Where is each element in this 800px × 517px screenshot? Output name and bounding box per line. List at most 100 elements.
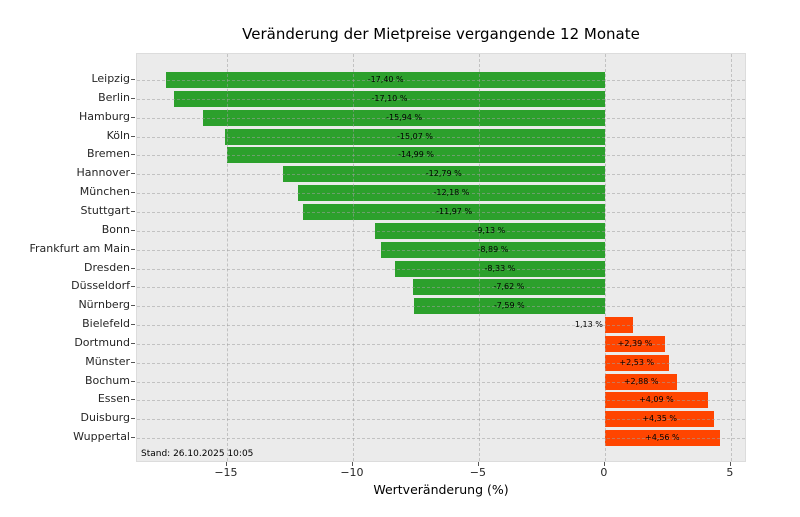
x-gridline bbox=[604, 54, 606, 461]
y-tick-label: Berlin bbox=[98, 90, 130, 104]
chart-title: Veränderung der Mietpreise vergangende 1… bbox=[242, 25, 640, 43]
y-gridline bbox=[137, 287, 745, 289]
x-tick-mark bbox=[729, 462, 731, 466]
y-tick-mark bbox=[131, 154, 135, 156]
bar-value-label: -8,33 % bbox=[484, 263, 516, 273]
y-tick-label: Dortmund bbox=[74, 335, 130, 349]
y-tick-label: Hannover bbox=[76, 166, 131, 180]
x-gridline bbox=[730, 54, 732, 461]
x-gridline bbox=[478, 54, 480, 461]
y-tick-mark bbox=[131, 229, 135, 231]
bar-value-label: -9,13 % bbox=[474, 225, 506, 235]
bar-value-label: -14,99 % bbox=[398, 150, 434, 160]
x-tick-mark bbox=[477, 462, 479, 466]
y-tick-label: Münster bbox=[85, 354, 130, 368]
bar-value-label: +4,09 % bbox=[639, 395, 674, 405]
y-gridline bbox=[137, 325, 745, 327]
bar-value-label: +2,53 % bbox=[619, 357, 655, 367]
y-tick-mark bbox=[131, 361, 135, 363]
y-tick-label: Bonn bbox=[101, 222, 130, 236]
y-gridline bbox=[137, 98, 745, 100]
y-tick-label: Leipzig bbox=[91, 72, 130, 85]
bar-value-label: -8,89 % bbox=[477, 244, 509, 254]
y-tick-mark bbox=[131, 97, 135, 99]
y-tick-mark bbox=[131, 248, 135, 250]
y-tick-mark bbox=[131, 286, 135, 288]
y-gridline bbox=[137, 211, 745, 213]
bar-value-label: +4,35 % bbox=[642, 414, 678, 424]
y-gridline bbox=[137, 268, 745, 270]
x-gridline bbox=[352, 54, 354, 461]
x-axis-title: Wertveränderung (%) bbox=[373, 482, 509, 497]
y-tick-mark bbox=[131, 79, 135, 80]
x-tick-mark bbox=[351, 462, 353, 466]
y-tick-label: Bremen bbox=[86, 147, 130, 161]
bar-value-label: -15,94 % bbox=[386, 112, 423, 122]
bar-value-label: -7,59 % bbox=[493, 301, 525, 311]
x-tick-label: −15 bbox=[214, 466, 238, 479]
x-tick-label: 0 bbox=[600, 466, 608, 479]
y-tick-mark bbox=[131, 173, 135, 175]
y-gridline bbox=[137, 381, 745, 383]
plot-area: Stand: 26.10.2025 10:05 -17,40 % -17,10 %… bbox=[136, 53, 746, 462]
y-gridline bbox=[137, 174, 745, 176]
y-tick-label: Hamburg bbox=[79, 109, 130, 123]
bar-value-label: -17,10 % bbox=[371, 93, 408, 103]
y-tick-label: Bochum bbox=[85, 373, 130, 387]
y-gridline bbox=[137, 80, 745, 81]
y-gridline bbox=[137, 193, 745, 195]
y-tick-label: Bielefeld bbox=[82, 317, 130, 331]
y-tick-label: München bbox=[79, 185, 130, 199]
y-tick-label: Köln bbox=[106, 128, 130, 142]
y-gridline bbox=[137, 362, 745, 364]
y-gridline bbox=[137, 343, 745, 345]
y-tick-mark bbox=[131, 399, 135, 401]
y-tick-mark bbox=[131, 305, 135, 307]
y-tick-label: Duisburg bbox=[80, 411, 131, 425]
y-tick-label: Frankfurt am Main bbox=[29, 241, 130, 255]
bar-value-label: +2,88 % bbox=[623, 376, 659, 386]
y-tick-mark bbox=[131, 380, 135, 382]
x-tick-label: 5 bbox=[726, 466, 734, 479]
y-tick-mark bbox=[131, 324, 135, 326]
y-tick-label: Wuppertal bbox=[73, 430, 130, 444]
bar-value-label: +2,39 % bbox=[617, 338, 653, 348]
y-gridline bbox=[137, 306, 745, 308]
y-tick-label: Essen bbox=[97, 392, 130, 406]
bar-value-label: +4,56 % bbox=[645, 433, 680, 443]
y-tick-label: Stuttgart bbox=[80, 203, 130, 217]
stand-note: Stand: 26.10.2025 10:05 bbox=[141, 449, 254, 459]
y-tick-mark bbox=[131, 210, 135, 212]
y-tick-mark bbox=[131, 116, 135, 118]
y-tick-mark bbox=[131, 135, 135, 137]
y-gridline bbox=[137, 438, 745, 440]
y-gridline bbox=[137, 419, 745, 421]
y-tick-label: Nürnberg bbox=[78, 298, 130, 312]
y-gridline bbox=[137, 117, 745, 119]
y-tick-mark bbox=[131, 418, 135, 420]
y-tick-mark bbox=[131, 437, 135, 439]
y-gridline bbox=[137, 400, 745, 402]
x-gridline bbox=[226, 54, 228, 461]
y-gridline bbox=[137, 230, 745, 232]
bar-value-label: 1,13 % bbox=[574, 320, 603, 330]
bar-value-label: -12,79 % bbox=[425, 169, 462, 179]
y-gridline bbox=[137, 136, 745, 138]
x-tick-mark bbox=[603, 462, 605, 466]
y-gridline bbox=[137, 249, 745, 251]
bar-value-label: -17,40 % bbox=[367, 75, 404, 84]
bar-value-label: -12,18 % bbox=[433, 188, 470, 198]
y-tick-mark bbox=[131, 192, 135, 194]
x-tick-label: −10 bbox=[340, 466, 364, 479]
y-tick-label: Dresden bbox=[84, 260, 130, 274]
y-tick-mark bbox=[131, 267, 135, 269]
y-tick-label: Düsseldorf bbox=[71, 279, 130, 293]
x-tick-label: −5 bbox=[469, 466, 487, 479]
x-tick-mark bbox=[225, 462, 227, 466]
bar-value-label: -11,97 % bbox=[436, 206, 473, 216]
bar-value-label: -7,62 % bbox=[493, 282, 525, 292]
y-gridline bbox=[137, 155, 745, 157]
y-tick-mark bbox=[131, 342, 135, 344]
bar-value-label: -15,07 % bbox=[397, 131, 433, 141]
